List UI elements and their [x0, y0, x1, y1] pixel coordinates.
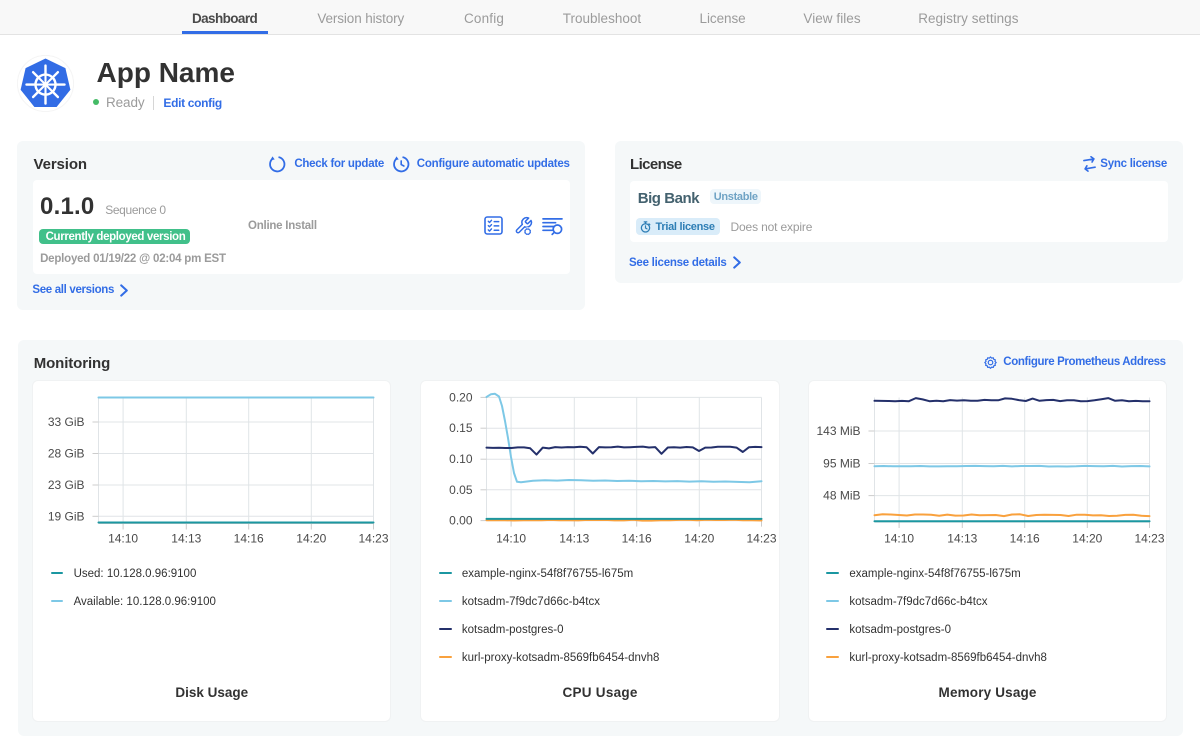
- svg-text:14:13: 14:13: [171, 532, 201, 546]
- svg-text:14:23: 14:23: [359, 532, 389, 546]
- svg-text:14:23: 14:23: [747, 532, 777, 546]
- svg-text:28 GiB: 28 GiB: [48, 447, 85, 461]
- svg-text:19 GiB: 19 GiB: [48, 509, 85, 523]
- svg-text:14:10: 14:10: [108, 532, 138, 546]
- svg-text:14:10: 14:10: [497, 532, 527, 546]
- svg-text:14:20: 14:20: [1072, 532, 1102, 546]
- svg-text:0.20: 0.20: [450, 390, 474, 404]
- svg-text:14:16: 14:16: [234, 532, 264, 546]
- svg-text:143 MiB: 143 MiB: [816, 424, 860, 438]
- svg-text:0.15: 0.15: [450, 421, 474, 435]
- svg-text:14:13: 14:13: [947, 532, 977, 546]
- svg-text:14:16: 14:16: [622, 532, 652, 546]
- svg-text:14:23: 14:23: [1134, 532, 1164, 546]
- svg-text:14:13: 14:13: [560, 532, 590, 546]
- svg-text:14:16: 14:16: [1010, 532, 1040, 546]
- svg-text:14:20: 14:20: [685, 532, 715, 546]
- svg-text:95 MiB: 95 MiB: [823, 457, 860, 471]
- svg-text:48 MiB: 48 MiB: [823, 489, 860, 503]
- svg-text:14:20: 14:20: [296, 532, 326, 546]
- svg-text:0.00: 0.00: [450, 514, 474, 528]
- svg-text:33 GiB: 33 GiB: [48, 415, 85, 429]
- svg-text:0.10: 0.10: [450, 452, 474, 466]
- svg-text:0.05: 0.05: [450, 483, 474, 497]
- svg-text:23 GiB: 23 GiB: [48, 478, 85, 492]
- svg-text:14:10: 14:10: [884, 532, 914, 546]
